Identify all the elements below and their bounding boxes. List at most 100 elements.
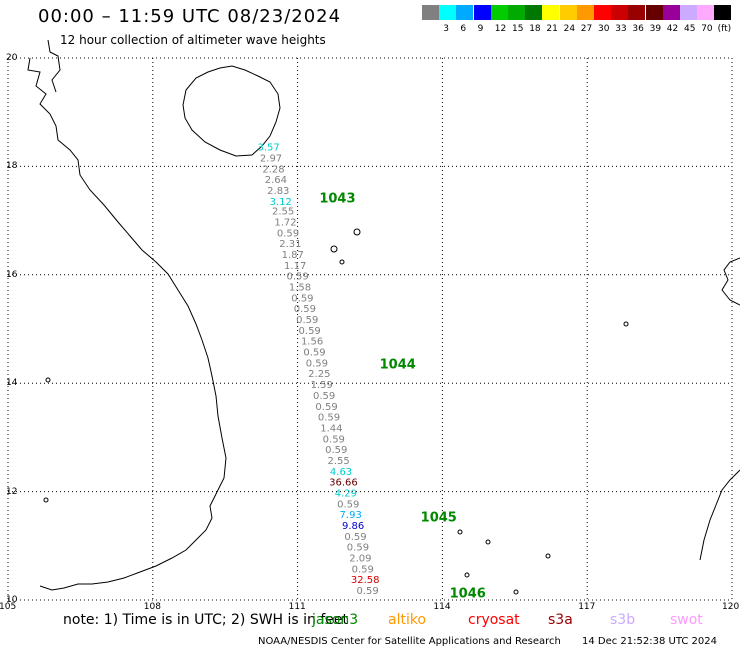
- wave-height-value: 2.25: [308, 369, 330, 380]
- scale-label: 15: [512, 24, 524, 34]
- scale-label: 27: [580, 24, 593, 34]
- scale-swatch: [473, 5, 491, 20]
- longitude-label: 117: [578, 602, 596, 612]
- wave-height-value: 1.87: [282, 250, 304, 261]
- wave-height-value: 0.59: [356, 586, 378, 597]
- wave-height-value: 2.64: [265, 175, 287, 186]
- palawan-coast: [699, 469, 740, 561]
- wave-height-value: 0.59: [352, 564, 374, 575]
- scale-swatch: [508, 5, 525, 20]
- island: [330, 245, 338, 253]
- island: [43, 497, 49, 503]
- wave-height-value: 0.59: [337, 499, 359, 510]
- scale-label: 21: [546, 24, 558, 34]
- longitude-label: 114: [433, 602, 451, 612]
- longitude-label: 120: [722, 602, 740, 612]
- wave-height-value: 0.59: [299, 326, 321, 337]
- pass-number: 1045: [421, 510, 457, 525]
- satellite-legend-item: altiko: [388, 612, 427, 628]
- wave-height-value: 0.59: [347, 543, 369, 554]
- scale-swatch: [422, 5, 439, 20]
- island: [457, 529, 463, 535]
- scale-label: 45: [684, 24, 696, 34]
- longitude-label: 105: [0, 602, 17, 612]
- wave-height-value: 0.59: [313, 391, 335, 402]
- scale-swatch: [680, 5, 697, 20]
- scale-swatch: [714, 5, 732, 20]
- generated-timestamp: 14 Dec 21:52:38 UTC 2024: [582, 636, 717, 647]
- pass-number: 1043: [319, 192, 355, 207]
- wave-height-value: 0.59: [325, 445, 347, 456]
- scale-label: 39: [649, 24, 662, 34]
- luzon-coast: [721, 257, 740, 306]
- scale-swatch: [611, 5, 629, 20]
- western-coast: [47, 39, 61, 93]
- island: [485, 539, 491, 545]
- wave-height-value: 0.59: [286, 272, 308, 283]
- wave-height-value: 36.66: [329, 478, 358, 489]
- latitude-label: 20: [6, 53, 18, 63]
- wave-height-value: 4.29: [335, 488, 357, 499]
- scale-label: 42: [666, 24, 679, 34]
- scale-label: 6: [460, 24, 467, 34]
- scale-label: 18: [529, 24, 541, 34]
- island: [513, 589, 519, 595]
- wave-height-value: 32.58: [351, 575, 380, 586]
- wave-height-value: 1.59: [311, 380, 333, 391]
- note-text: note: 1) Time is in UTC; 2) SWH is in fe…: [63, 612, 349, 628]
- scale-unit: (ft): [717, 24, 732, 34]
- mainland-coast: [27, 57, 227, 591]
- wave-height-value: 2.28: [262, 164, 284, 175]
- island: [623, 321, 629, 327]
- coastline: [27, 39, 740, 595]
- wave-height-value: 1.44: [320, 423, 342, 434]
- wave-height-value: 1.72: [274, 217, 296, 228]
- scale-swatch: [456, 5, 474, 20]
- latitude-label: 16: [6, 269, 18, 280]
- wave-height-value: 9.86: [342, 521, 364, 532]
- satellite-legend-item: cryosat: [468, 612, 520, 628]
- island: [353, 228, 361, 236]
- credit-text: NOAA/NESDIS Center for Satellite Applica…: [258, 636, 561, 647]
- wave-height-value: 0.59: [291, 293, 313, 304]
- scale-label: 33: [615, 24, 627, 34]
- wave-height-value: 0.59: [296, 315, 318, 326]
- wave-height-value: 2.55: [272, 207, 294, 218]
- scale-label: 12: [494, 24, 507, 34]
- hainan-island: [182, 65, 281, 157]
- island: [45, 377, 51, 383]
- island: [339, 259, 345, 265]
- wave-height-value: 1.56: [301, 337, 323, 348]
- scale-label: 36: [632, 24, 644, 34]
- wave-height-value: 0.59: [306, 358, 328, 369]
- wave-height-value: 2.31: [279, 239, 301, 250]
- scale-label: 3: [443, 24, 449, 34]
- scale-swatch: [559, 5, 577, 20]
- scale-swatch: [576, 5, 594, 20]
- scale-swatch: [542, 5, 560, 20]
- latitude-label: 18: [6, 161, 18, 172]
- graticule: [7, 57, 733, 601]
- scale-swatch: [594, 5, 611, 20]
- wave-height-value: 0.59: [277, 228, 299, 239]
- wave-height-value: 2.55: [327, 456, 349, 467]
- island: [464, 572, 470, 578]
- satellite-legend-item: jason3: [312, 612, 359, 628]
- latitude-label: 10: [6, 595, 18, 605]
- latitude-label: 14: [6, 378, 18, 389]
- wave-height-value: 1.17: [284, 261, 306, 272]
- pass-number: 1046: [450, 586, 486, 601]
- map-title: 00:00 – 11:59 UTC 08/23/2024: [38, 6, 342, 27]
- satellite-legend-item: s3b: [610, 612, 636, 628]
- longitude-label: 108: [143, 602, 161, 612]
- wave-height-value: 3.12: [270, 197, 292, 208]
- wave-height-value: 4.63: [330, 467, 352, 478]
- island: [545, 553, 551, 559]
- scale-swatch: [525, 5, 543, 20]
- wave-height-value: 0.59: [344, 532, 366, 543]
- scale-swatch: [490, 5, 508, 20]
- scale-swatch: [439, 5, 457, 20]
- scale-swatch: [628, 5, 646, 20]
- wave-height-value: 2.97: [260, 154, 282, 165]
